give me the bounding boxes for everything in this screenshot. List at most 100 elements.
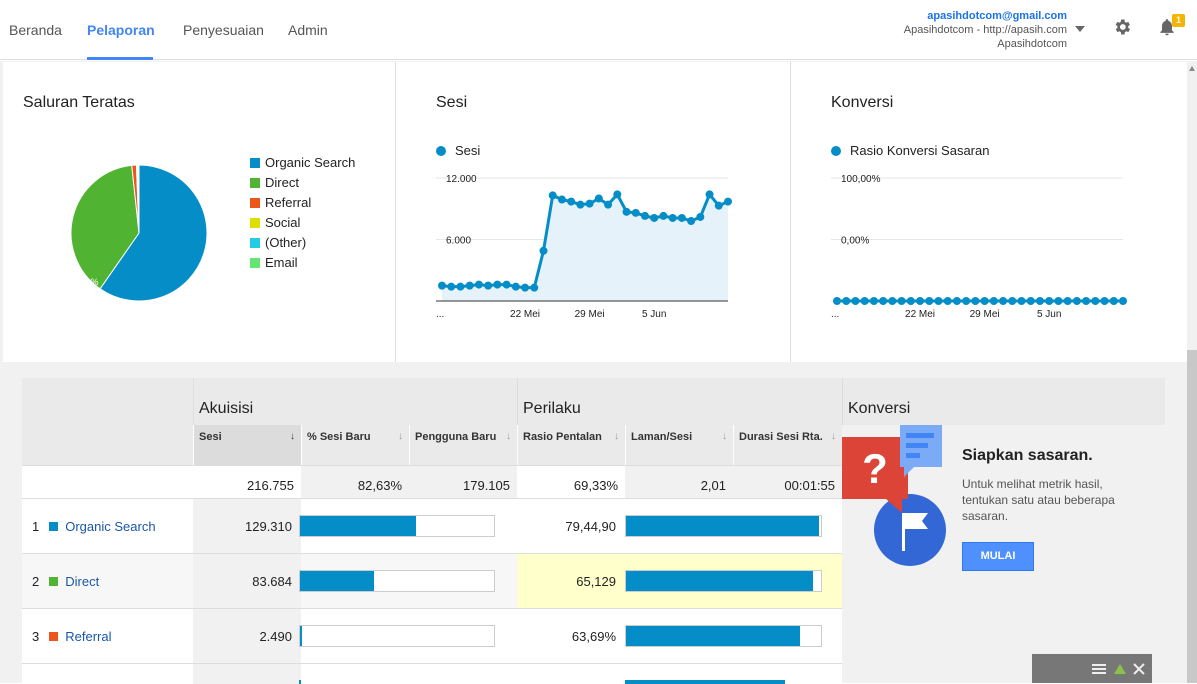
data-point[interactable] [696,213,704,221]
column-header-bounce-rate[interactable]: Rasio Pentalan↓ [517,425,625,465]
data-point[interactable] [1045,297,1053,305]
data-point[interactable] [475,281,483,289]
data-point[interactable] [916,297,924,305]
channel-link[interactable]: Referral [65,629,111,644]
data-point[interactable] [953,297,961,305]
data-point[interactable] [706,190,714,198]
data-point[interactable] [604,201,612,209]
data-point[interactable] [613,190,621,198]
data-point[interactable] [999,297,1007,305]
account-selector[interactable]: apasihdotcom@gmail.com Apasihdotcom - ht… [904,9,1067,51]
data-point[interactable] [870,297,878,305]
data-point[interactable] [484,282,492,290]
expand-up-icon[interactable] [1113,662,1127,676]
channels-pie-chart[interactable]: 59.7%38.6% [63,157,215,309]
legend-item[interactable]: Social [250,215,300,230]
data-point[interactable] [595,195,603,203]
data-point[interactable] [898,297,906,305]
legend-item[interactable]: (Other) [250,235,306,250]
data-point[interactable] [1110,297,1118,305]
data-point[interactable] [466,282,474,290]
data-point[interactable] [715,202,723,210]
data-point[interactable] [1018,297,1026,305]
tab-home[interactable]: Beranda [9,0,62,60]
data-point[interactable] [687,217,695,225]
data-point[interactable] [934,297,942,305]
data-point[interactable] [1082,297,1090,305]
data-point[interactable] [512,283,520,291]
data-point[interactable] [981,297,989,305]
menu-icon[interactable] [1092,662,1106,676]
data-point[interactable] [1036,297,1044,305]
data-point[interactable] [558,196,566,204]
data-point[interactable] [1119,297,1127,305]
data-point[interactable] [724,198,732,206]
data-point[interactable] [888,297,896,305]
data-point[interactable] [539,247,547,255]
column-header-new-sessions[interactable]: % Sesi Baru↓ [301,425,409,465]
data-point[interactable] [851,297,859,305]
data-point[interactable] [925,297,933,305]
legend-item[interactable]: Organic Search [250,155,355,170]
column-header-new-users[interactable]: Pengguna Baru↓ [409,425,517,465]
data-point[interactable] [641,212,649,220]
data-point[interactable] [990,297,998,305]
close-icon[interactable] [1132,662,1146,676]
data-point[interactable] [1091,297,1099,305]
channel-link[interactable]: Organic Search [65,519,155,534]
gear-icon[interactable] [1112,17,1132,37]
data-point[interactable] [1008,297,1016,305]
table-row[interactable] [22,663,842,683]
column-header-sessions[interactable]: Sesi↓ [193,425,301,465]
legend-label: Sesi [455,143,480,158]
legend-item[interactable]: Email [250,255,298,270]
data-point[interactable] [650,214,658,222]
data-point[interactable] [1073,297,1081,305]
data-point[interactable] [576,201,584,209]
data-point[interactable] [586,200,594,208]
data-point[interactable] [971,297,979,305]
data-point[interactable] [861,297,869,305]
legend-item[interactable]: Direct [250,175,299,190]
data-point[interactable] [438,282,446,290]
data-point[interactable] [1064,297,1072,305]
data-point[interactable] [503,281,511,289]
data-point[interactable] [1027,297,1035,305]
tab-admin[interactable]: Admin [288,0,328,60]
data-point[interactable] [632,209,640,217]
data-point[interactable] [678,214,686,222]
column-header-avg-duration[interactable]: Durasi Sesi Rta.↓ [733,425,842,465]
data-point[interactable] [833,297,841,305]
data-point[interactable] [1101,297,1109,305]
tab-customization[interactable]: Penyesuaian [183,0,264,60]
data-point[interactable] [456,283,464,291]
data-point[interactable] [549,191,557,199]
data-point[interactable] [659,212,667,220]
data-point[interactable] [447,283,455,291]
account-dropdown-icon[interactable] [1075,26,1085,32]
data-point[interactable] [669,214,677,222]
data-point[interactable] [567,198,575,206]
data-point[interactable] [530,284,538,292]
data-point[interactable] [493,281,501,289]
data-point[interactable] [623,208,631,216]
data-point[interactable] [842,297,850,305]
data-point[interactable] [907,297,915,305]
data-point[interactable] [944,297,952,305]
start-button[interactable]: MULAI [962,542,1034,571]
data-point[interactable] [962,297,970,305]
data-point[interactable] [879,297,887,305]
scrollbar-thumb[interactable] [1187,350,1197,683]
scroll-up-icon[interactable] [1189,66,1195,71]
legend-item[interactable]: Referral [250,195,311,210]
column-header-pages-session[interactable]: Laman/Sesi↓ [625,425,733,465]
data-point[interactable] [521,284,529,292]
channel-link[interactable]: Direct [65,574,99,589]
tab-reporting[interactable]: Pelaporan [87,0,153,60]
data-point[interactable] [1054,297,1062,305]
